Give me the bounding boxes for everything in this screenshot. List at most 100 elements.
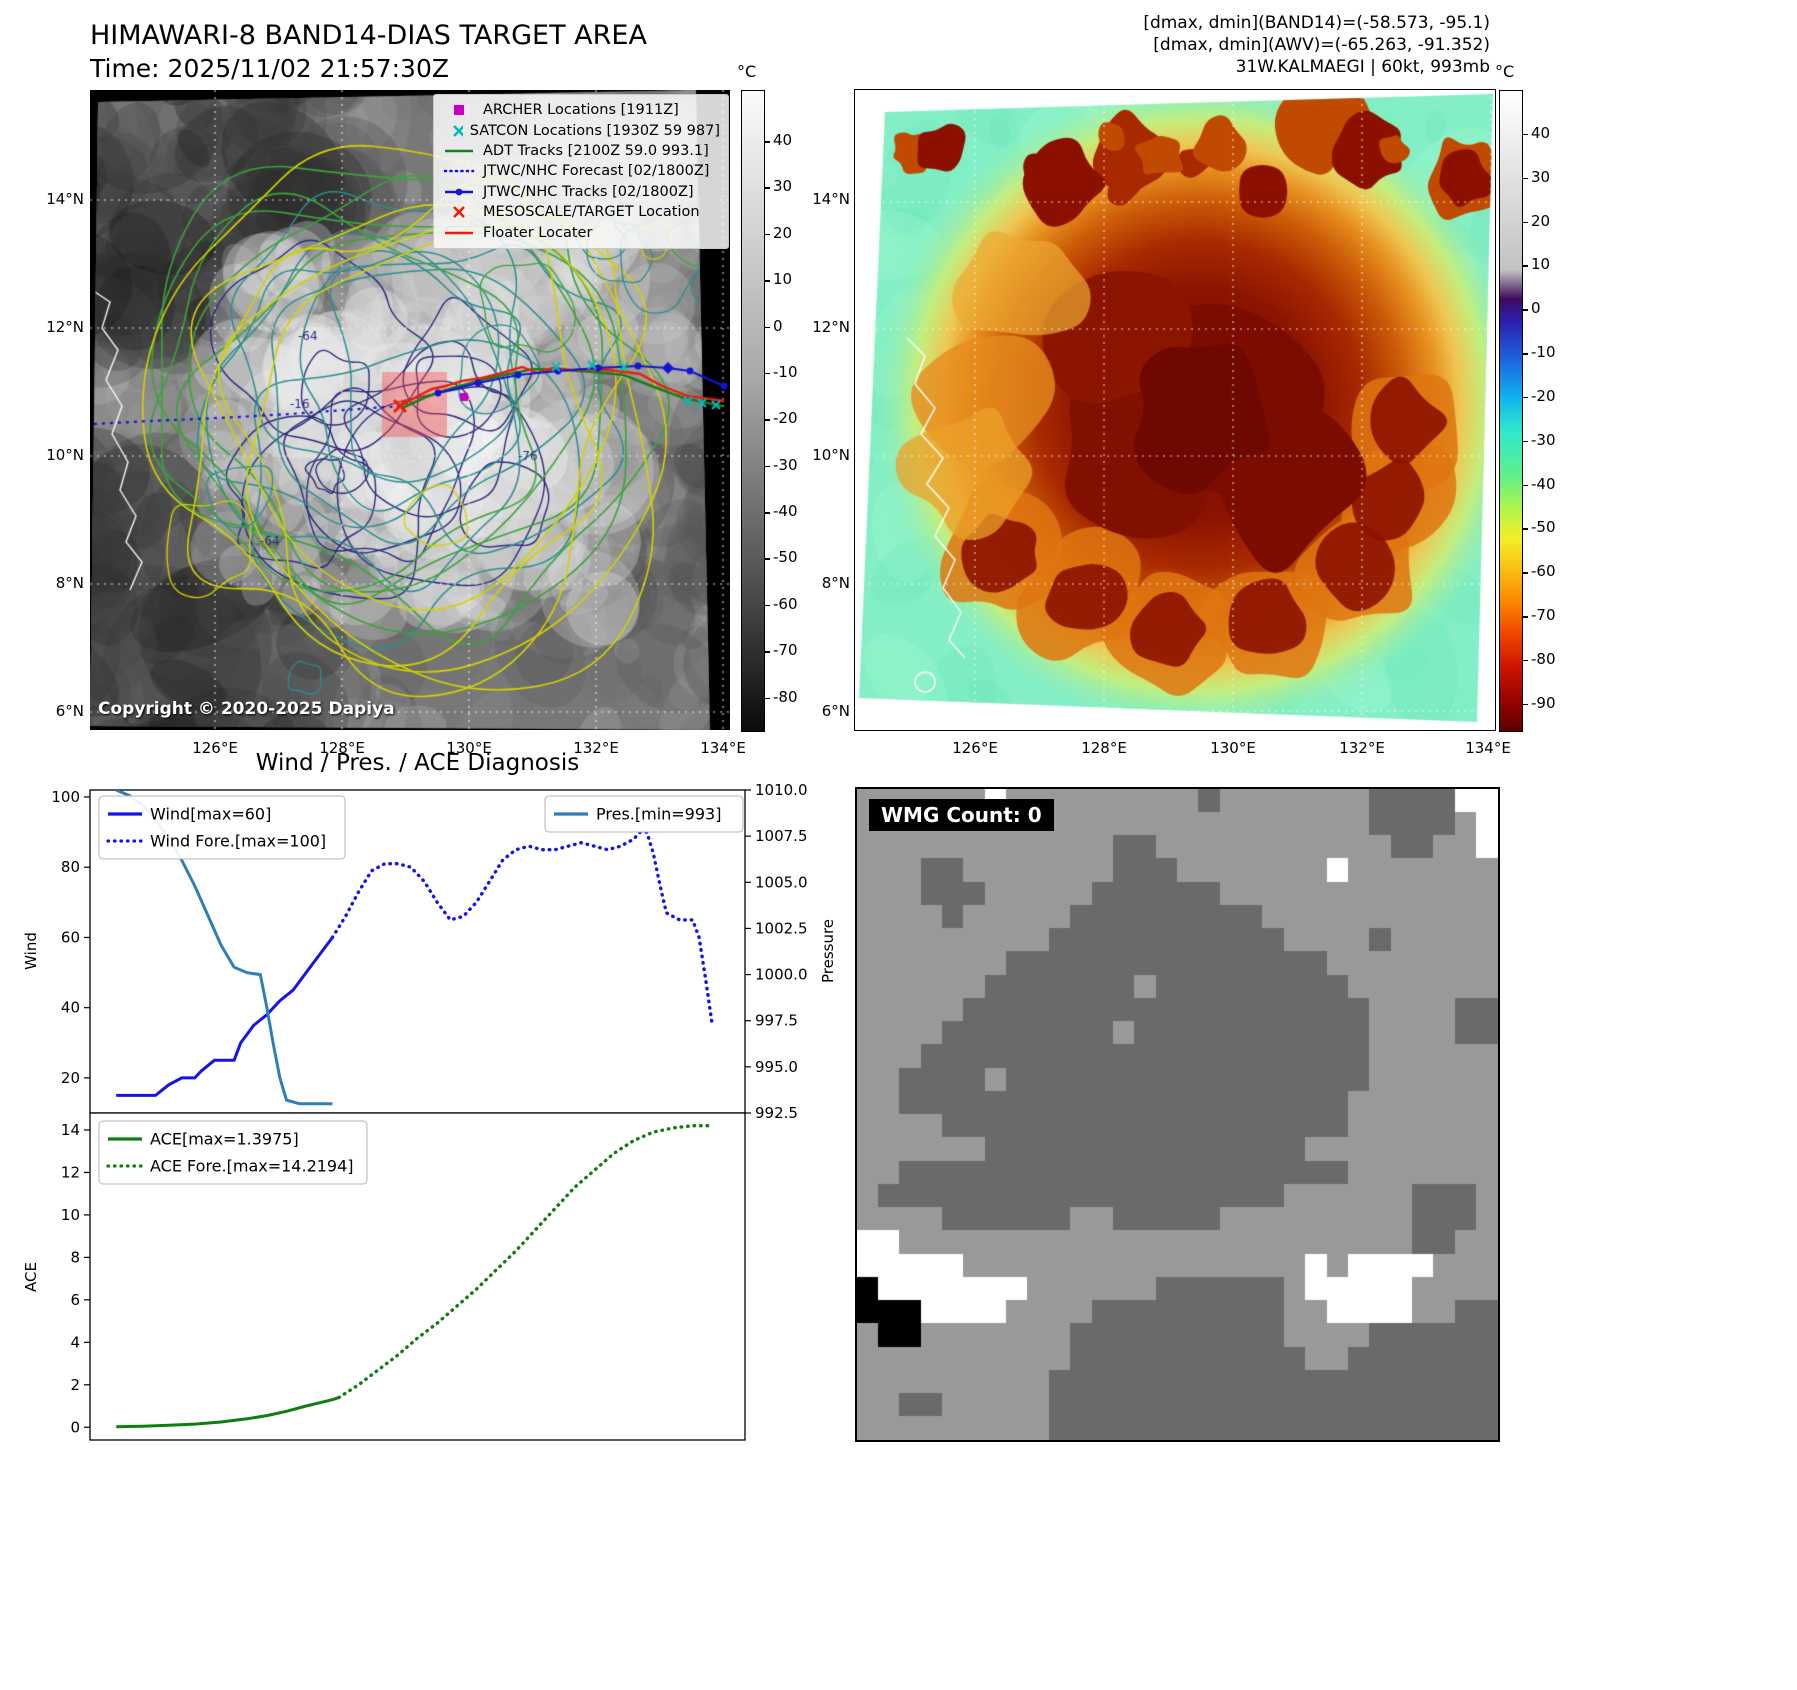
line-legend-marker-icon (445, 149, 473, 153)
map-legend-item: ARCHER Locations [1911Z] (442, 100, 720, 120)
lon-tick-label: 126°E (952, 739, 998, 757)
ace-legend-entry-label: ACE Fore.[max=14.2194] (150, 1157, 354, 1176)
ace-ytick-label: 6 (70, 1291, 80, 1309)
ace-legend-entry-label: ACE[max=1.3975] (150, 1130, 299, 1149)
wind-ytick-label: 80 (61, 858, 80, 876)
colorbar-tick-mark (764, 604, 770, 607)
wind-series-1 (330, 830, 714, 1027)
ace-legend (98, 1120, 368, 1185)
ace-ytick-label: 8 (70, 1248, 80, 1266)
map-legend-label: JTWC/NHC Tracks [02/1800Z] (483, 183, 694, 200)
map-legend-item: MESOSCALE/TARGET Location (442, 202, 720, 222)
lon-tick-label: 128°E (1081, 739, 1127, 757)
pressure-axis-label: Pressure (819, 919, 837, 983)
colorbar-tick-mark (1522, 133, 1528, 136)
colorbar-tick-mark (1522, 703, 1528, 706)
wind-ytick-label: 100 (51, 788, 80, 806)
storm-id-intensity-text: 31W.KALMAEGI | 60kt, 993mb (1235, 57, 1490, 77)
awv-colorbar-unit: °C (1495, 62, 1515, 81)
colorbar-tick-mark (1522, 616, 1528, 618)
ace-series-1 (337, 1123, 714, 1400)
colorbar-tick-mark (1522, 353, 1528, 355)
line-dot-legend-marker-icon (445, 188, 473, 196)
lon-tick-label: 132°E (573, 739, 619, 757)
map-legend-item: JTWC/NHC Forecast [02/1800Z] (442, 161, 720, 181)
line-legend-marker-icon (445, 231, 473, 234)
map-legend-label: MESOSCALE/TARGET Location (483, 204, 700, 221)
colorbar-tick-mark (1522, 309, 1528, 311)
colorbar-tick-label: -70 (773, 641, 798, 660)
ace-ytick-label: 10 (61, 1206, 80, 1224)
colorbar-tick-label: 10 (773, 270, 793, 289)
wind-legend (98, 795, 346, 860)
wind-legend-entry-label: Wind[max=60] (150, 805, 271, 824)
colorbar-tick-mark (764, 512, 770, 514)
ace-ytick-label: 12 (61, 1163, 80, 1181)
colorbar-tick-mark (1522, 659, 1528, 662)
wind-ytick-label: 20 (61, 1069, 80, 1087)
colorbar-tick-label: 0 (1531, 299, 1541, 318)
map-legend-label: JTWC/NHC Forecast [02/1800Z] (483, 163, 710, 180)
colorbar-tick-label: 20 (1531, 211, 1551, 230)
colorbar-tick-label: 0 (773, 316, 783, 335)
colorbar-tick-label: -50 (773, 548, 798, 567)
colorbar-tick-label: 40 (773, 131, 793, 149)
colorbar-tick-mark (1522, 572, 1528, 574)
awv-colorbar (1499, 90, 1523, 732)
ace-ytick-label: 0 (70, 1418, 80, 1436)
wind-y2tick-label: 995.0 (755, 1058, 798, 1076)
map-legend-item: JTWC/NHC Tracks [02/1800Z] (442, 182, 720, 202)
colorbar-tick-label: 30 (773, 177, 793, 196)
ace-ytick-label: 4 (70, 1333, 80, 1351)
band14-title: HIMAWARI-8 BAND14-DIAS TARGET AREA (90, 20, 647, 51)
colorbar-tick-mark (764, 141, 770, 143)
lon-tick-label: 130°E (1210, 739, 1256, 757)
colorbar-tick-label: -30 (1531, 430, 1556, 449)
map-legend-label: ADT Tracks [2100Z 59.0 993.1] (483, 142, 709, 159)
wind-ytick-label: 60 (61, 928, 80, 946)
map-legend-item: SATCON Locations [1930Z 59 987] (442, 120, 720, 140)
wind-y2tick-label: 1007.5 (755, 827, 808, 845)
lat-tick-label: 6°N (55, 702, 84, 720)
lat-tick-label: 14°N (812, 190, 850, 208)
colorbar-tick-label: -40 (773, 502, 798, 521)
wmg-count-label: WMG Count: 0 (869, 799, 1054, 831)
lat-tick-label: 8°N (55, 574, 84, 592)
wind-plot-area (89, 789, 746, 1114)
colorbar-tick-mark (1522, 177, 1528, 180)
colorbar-tick-label: -70 (1531, 606, 1556, 625)
colorbar-tick-mark (764, 419, 770, 421)
colorbar-tick-label: 40 (1531, 123, 1551, 142)
wind-y2tick-label: 997.5 (755, 1012, 798, 1030)
wmg-count-map (857, 789, 1498, 1440)
dmax-dmin-band14-text: [dmax, dmin](BAND14)=(-58.573, -95.1) (1143, 13, 1490, 33)
colorbar-tick-mark (764, 326, 770, 329)
colorbar-tick-mark (1522, 484, 1528, 487)
wind-y2tick-label: 1010.0 (755, 781, 808, 799)
colorbar-tick-mark (1522, 528, 1528, 530)
map-legend-label: ARCHER Locations [1911Z] (483, 102, 679, 119)
colorbar-tick-mark (764, 558, 770, 560)
wind-ytick-label: 40 (61, 999, 80, 1017)
colorbar-tick-label: -60 (773, 594, 798, 613)
colorbar-tick-label: 30 (1531, 167, 1551, 186)
wind-legend-entry-label: Wind Fore.[max=100] (150, 832, 326, 851)
colorbar-tick-mark (764, 372, 770, 375)
ace-plot-area (89, 1112, 746, 1441)
band14-time: Time: 2025/11/02 21:57:30Z (90, 54, 449, 83)
colorbar-tick-label: 20 (773, 223, 793, 242)
wind-y2tick-label: 1002.5 (755, 919, 808, 937)
lon-tick-label: 126°E (192, 739, 238, 757)
lon-tick-label: 134°E (1465, 739, 1511, 757)
band14-map-legend: ARCHER Locations [1911Z] SATCON Locations… (433, 94, 729, 249)
lon-tick-label: 134°E (700, 739, 746, 757)
colorbar-tick-mark (1522, 265, 1528, 267)
lat-tick-label: 14°N (46, 190, 84, 208)
square-legend-marker-icon (454, 105, 464, 116)
colorbar-tick-mark (764, 651, 770, 653)
colorbar-tick-label: -10 (1531, 343, 1556, 361)
colorbar-tick-mark (1522, 221, 1528, 223)
lat-tick-label: 12°N (46, 318, 84, 336)
lat-tick-label: 10°N (812, 446, 850, 464)
lon-tick-label: 128°E (319, 739, 365, 757)
